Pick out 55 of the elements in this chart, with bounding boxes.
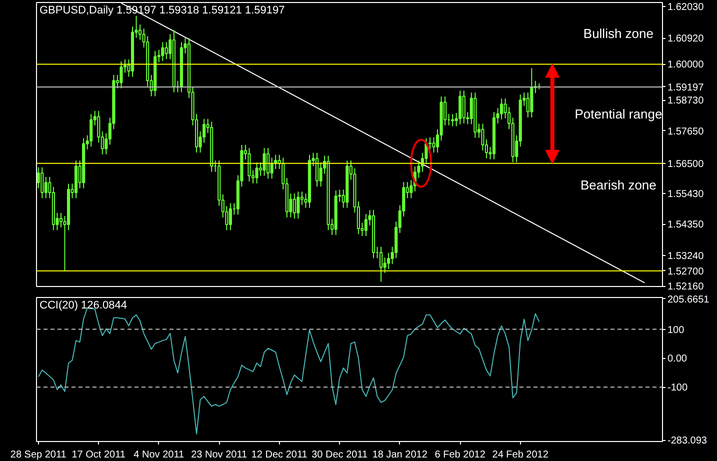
- candlestick: [458, 90, 462, 125]
- candlestick: [364, 214, 368, 237]
- candlestick: [451, 114, 454, 127]
- candlestick: [255, 162, 258, 184]
- annotation: Bearish zone: [580, 178, 656, 193]
- x-tick-label: 17 Oct 2011: [72, 450, 126, 460]
- x-tick-label: 30 Dec 2011: [312, 450, 368, 460]
- y-tick-label: 1.52160: [668, 282, 704, 293]
- y-tick-label: 1.54350: [668, 220, 704, 231]
- ref-line-label: 1.60000: [668, 60, 704, 71]
- candlestick: [432, 136, 436, 154]
- y-tick-label: 1.57650: [668, 126, 704, 138]
- y-tick-label: 205.6651: [668, 294, 710, 306]
- candlestick: [161, 42, 164, 62]
- x-tick-label: 24 Feb 2012: [492, 450, 549, 460]
- candlestick: [44, 176, 48, 199]
- candlestick: [428, 136, 432, 150]
- candlestick: [315, 152, 319, 188]
- y-tick-label: 1.55430: [668, 189, 704, 200]
- y-tick-label: 1.58730: [668, 96, 704, 107]
- candlestick: [262, 148, 266, 176]
- candlestick: [481, 123, 484, 152]
- y-tick-label: -283.093: [668, 436, 708, 447]
- candlestick: [228, 202, 232, 231]
- candlestick: [292, 193, 296, 220]
- y-tick-label: 0.00: [668, 354, 688, 365]
- candlestick: [90, 114, 93, 148]
- ref-line-label: 1.59197: [668, 82, 704, 94]
- candlestick: [40, 166, 44, 199]
- x-tick-label: 28 Sep 2011: [10, 450, 67, 460]
- candlestick: [164, 42, 168, 60]
- x-tick-label: 12 Dec 2011: [251, 450, 308, 460]
- ref-line-label: 1.52700: [668, 266, 704, 278]
- candlestick: [248, 148, 251, 182]
- y-tick-label: 1.53240: [668, 251, 704, 262]
- candlestick: [120, 60, 123, 89]
- y-tick-label: -100: [668, 382, 688, 394]
- annotation: Bullish zone: [583, 26, 654, 41]
- candlestick: [266, 148, 270, 180]
- annotation: Potential range: [574, 106, 662, 122]
- candlestick: [296, 191, 300, 220]
- x-tick-label: 4 Nov 2011: [134, 450, 185, 460]
- x-tick-label: 6 Feb 2012: [434, 450, 486, 460]
- chart-title: CCI(20) 126.0844: [40, 300, 127, 312]
- candlestick: [380, 246, 383, 282]
- x-tick-label: 18 Jan 2012: [372, 450, 428, 460]
- y-tick-label: 1.60920: [668, 34, 704, 45]
- y-tick-label: 100: [668, 324, 685, 336]
- candlestick: [36, 166, 40, 189]
- x-tick-label: 23 Nov 2011: [191, 450, 248, 460]
- y-tick-label: 1.62030: [668, 2, 704, 14]
- candlestick: [387, 252, 390, 270]
- ref-line-label: 1.56500: [668, 158, 704, 170]
- candlestick: [462, 90, 466, 124]
- candlestick: [500, 98, 504, 120]
